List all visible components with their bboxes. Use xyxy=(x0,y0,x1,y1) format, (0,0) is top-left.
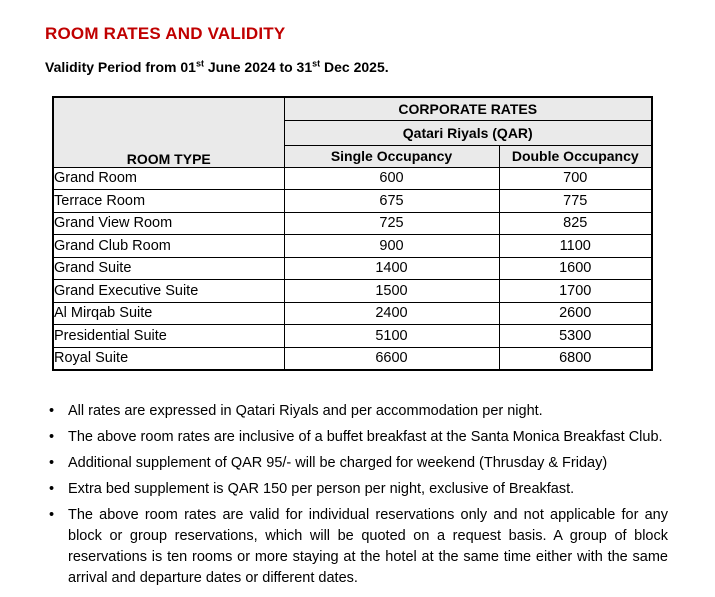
page-title: ROOM RATES AND VALIDITY xyxy=(45,24,286,43)
note-item: The above room rates are valid for indiv… xyxy=(49,505,668,589)
validity-line: Validity Period from 01st June 2024 to 3… xyxy=(45,59,715,75)
corporate-rates-header: CORPORATE RATES xyxy=(283,96,653,121)
validity-superscript-1: st xyxy=(195,58,204,69)
table-row: Al Mirqab Suite 2400 2600 xyxy=(52,301,653,325)
single-rate-cell: 725 xyxy=(283,211,500,235)
note-item: Additional supplement of QAR 95/- will b… xyxy=(49,453,668,474)
validity-text-part2: June 2024 to 31 xyxy=(203,59,313,75)
room-name-cell: Grand Executive Suite xyxy=(52,279,285,303)
table-row: Grand Executive Suite 1500 1700 xyxy=(52,279,653,303)
double-rate-cell: 1700 xyxy=(498,279,653,303)
table-row: Presidential Suite 5100 5300 xyxy=(52,324,653,348)
room-rates-table-body: Grand Room 600 700 Terrace Room 675 775 … xyxy=(52,166,653,370)
room-rates-table: ROOM TYPE CORPORATE RATES Qatari Riyals … xyxy=(52,96,653,371)
note-item: All rates are expressed in Qatari Riyals… xyxy=(49,401,668,422)
single-rate-cell: 675 xyxy=(283,189,500,213)
room-name-cell: Grand Club Room xyxy=(52,234,285,258)
single-rate-cell: 1400 xyxy=(283,256,500,280)
note-item: Extra bed supplement is QAR 150 per pers… xyxy=(49,479,668,500)
room-name-cell: Grand View Room xyxy=(52,211,285,235)
double-rate-cell: 5300 xyxy=(498,324,653,348)
table-row: Grand Suite 1400 1600 xyxy=(52,256,653,280)
table-header-row-corporate: ROOM TYPE CORPORATE RATES xyxy=(52,96,653,168)
table-row: Terrace Room 675 775 xyxy=(52,189,653,213)
validity-text-part3: Dec 2025. xyxy=(320,59,389,75)
double-rate-cell: 700 xyxy=(498,166,653,190)
notes-list: All rates are expressed in Qatari Riyals… xyxy=(49,401,668,589)
room-name-cell: Presidential Suite xyxy=(52,324,285,348)
double-rate-cell: 6800 xyxy=(498,346,653,370)
double-rate-cell: 1600 xyxy=(498,256,653,280)
double-rate-cell: 775 xyxy=(498,189,653,213)
table-header-row-currency: Qatari Riyals (QAR) xyxy=(53,119,653,146)
table-row: Grand Club Room 900 1100 xyxy=(52,234,653,258)
single-rate-cell: 900 xyxy=(283,234,500,258)
room-name-cell: Terrace Room xyxy=(52,189,285,213)
double-rate-cell: 1100 xyxy=(498,234,653,258)
single-rate-cell: 2400 xyxy=(283,301,500,325)
single-rate-cell: 600 xyxy=(283,166,500,190)
currency-header: Qatari Riyals (QAR) xyxy=(283,119,653,146)
double-occupancy-column-header: Double Occupancy xyxy=(498,144,653,168)
validity-superscript-2: st xyxy=(312,58,321,69)
table-header-row-occupancy: Single Occupancy Double Occupancy xyxy=(53,144,653,168)
room-name-cell: Royal Suite xyxy=(52,346,285,370)
room-name-cell: Al Mirqab Suite xyxy=(52,301,285,325)
room-rates-table-header: ROOM TYPE CORPORATE RATES Qatari Riyals … xyxy=(52,96,653,168)
room-name-cell: Grand Room xyxy=(52,166,285,190)
note-item: The above room rates are inclusive of a … xyxy=(49,427,668,448)
single-rate-cell: 6600 xyxy=(283,346,500,370)
double-rate-cell: 2600 xyxy=(498,301,653,325)
table-row: Grand View Room 725 825 xyxy=(52,211,653,235)
document-page: ROOM RATES AND VALIDITY Validity Period … xyxy=(0,24,715,589)
table-row: Grand Room 600 700 xyxy=(52,166,653,190)
room-name-cell: Grand Suite xyxy=(52,256,285,280)
room-type-column-header: ROOM TYPE xyxy=(52,96,285,168)
single-occupancy-column-header: Single Occupancy xyxy=(283,144,500,168)
single-rate-cell: 5100 xyxy=(283,324,500,348)
single-rate-cell: 1500 xyxy=(283,279,500,303)
double-rate-cell: 825 xyxy=(498,211,653,235)
table-row: Royal Suite 6600 6800 xyxy=(52,346,653,370)
validity-text-part1: Validity Period from 01 xyxy=(45,59,196,75)
